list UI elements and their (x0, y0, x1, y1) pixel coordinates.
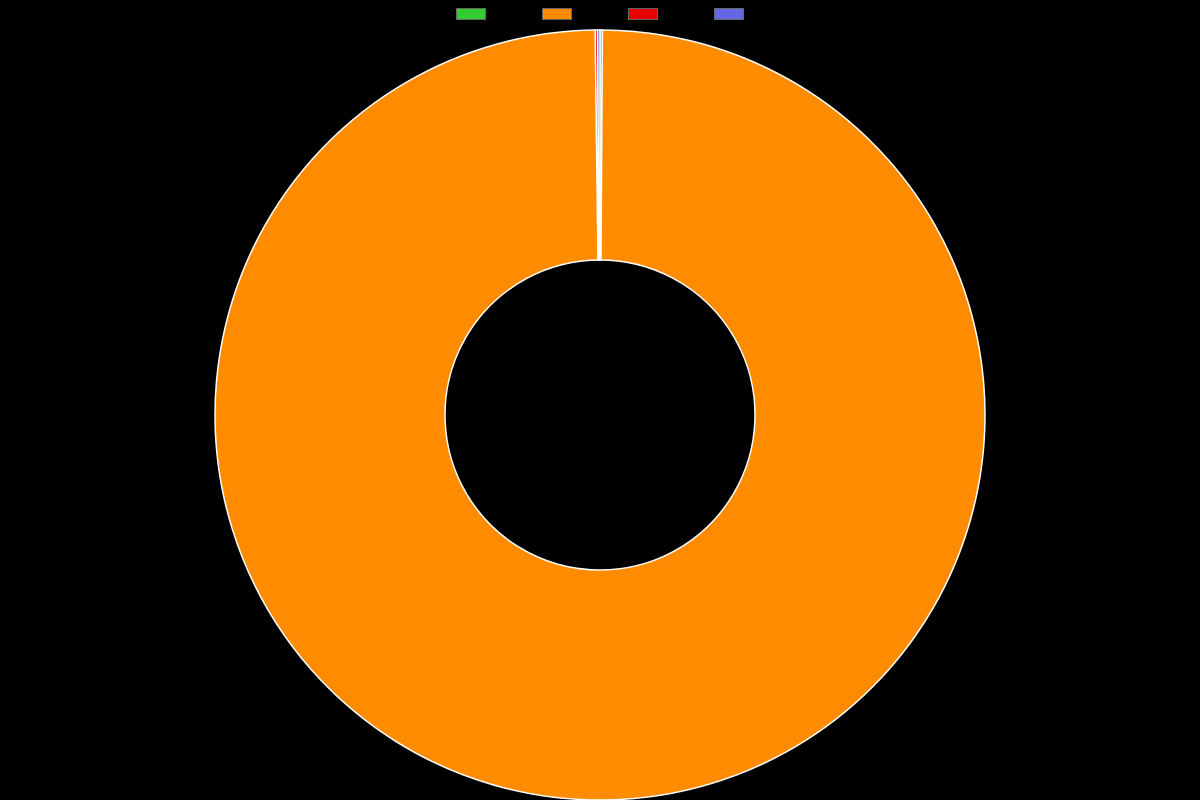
legend-swatch-0 (456, 8, 486, 20)
legend (0, 8, 1200, 20)
donut-svg (213, 28, 987, 800)
legend-swatch-3 (714, 8, 744, 20)
donut-chart (213, 28, 987, 800)
legend-swatch-2 (628, 8, 658, 20)
chart-stage (0, 0, 1200, 800)
legend-swatch-1 (542, 8, 572, 20)
